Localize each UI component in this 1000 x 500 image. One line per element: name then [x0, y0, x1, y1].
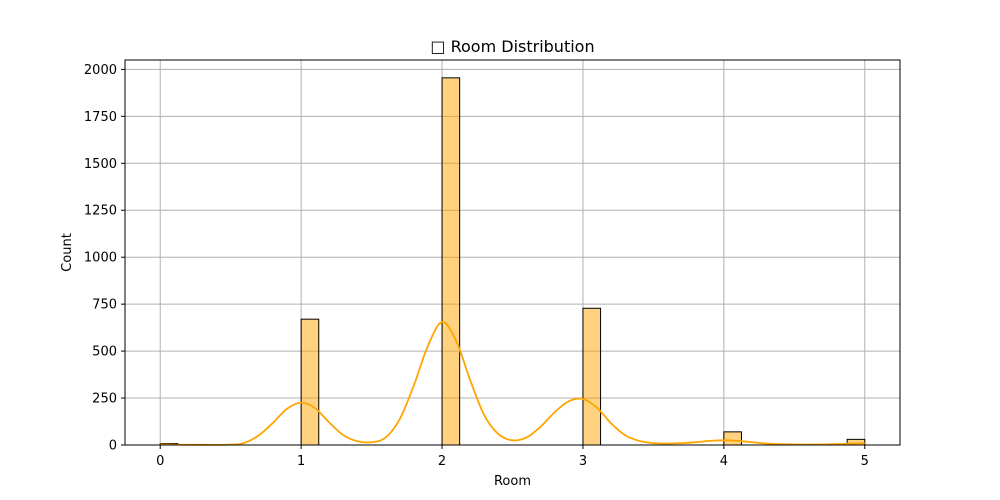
histogram-bar	[300, 318, 320, 446]
x-tick-label: 0	[156, 454, 164, 469]
y-tick-label: 750	[92, 298, 117, 313]
y-tick-label: 1750	[84, 110, 117, 125]
plot-frame	[124, 59, 901, 446]
x-tick-label: 2	[438, 454, 446, 469]
histogram-bars	[159, 77, 866, 446]
y-tick-label: 2000	[84, 63, 117, 78]
histogram-bar	[441, 77, 461, 446]
y-axis-title: Count	[60, 233, 75, 272]
x-tick-label: 3	[579, 454, 587, 469]
y-tick-label: 500	[92, 345, 117, 360]
kde-curve-group	[160, 321, 865, 446]
x-tick-label: 4	[720, 454, 728, 469]
y-tick-label: 1500	[84, 157, 117, 172]
y-tick-label: 1250	[84, 204, 117, 219]
x-tick-label: 5	[861, 454, 869, 469]
axis-ticks: 0 1 2 3 4 5 0 250 500 750 1000 1250 1500 1750 2000	[84, 63, 869, 469]
grid	[125, 60, 900, 446]
y-tick-label: 250	[92, 392, 117, 407]
y-tick-label: 0	[109, 439, 117, 454]
x-axis-title: Room	[494, 474, 531, 489]
x-tick-label: 1	[297, 454, 305, 469]
y-tick-label: 1000	[84, 251, 117, 266]
kde-curve	[160, 321, 865, 446]
chart-title: □ Room Distribution	[430, 37, 594, 56]
histogram-bar	[723, 431, 742, 446]
histogram-bar	[582, 307, 602, 446]
